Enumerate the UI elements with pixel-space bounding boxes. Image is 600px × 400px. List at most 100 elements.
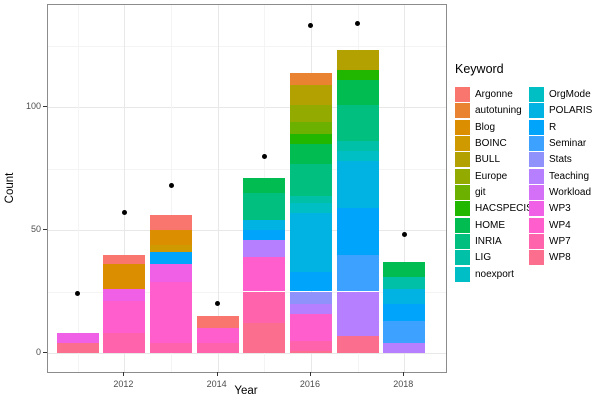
- legend-swatch: [455, 250, 470, 266]
- bar-segment-R: [150, 252, 192, 265]
- legend-item-label: HOME: [475, 219, 505, 231]
- gridline-major-vertical: [217, 5, 219, 372]
- bar-segment-OrgMode: [289, 202, 332, 213]
- legend-swatch: [529, 103, 544, 119]
- y-tick-mark: [43, 229, 47, 230]
- legend-swatch: [529, 136, 544, 152]
- bar-segment-LIG: [289, 195, 332, 203]
- x-tick-mark: [216, 372, 218, 376]
- x-tick-label: 2012: [113, 379, 134, 389]
- legend-item: WP7: [529, 234, 592, 250]
- legend-swatch: [455, 201, 470, 217]
- bar-segment-INRIA: [336, 104, 379, 142]
- legend-item: git: [455, 185, 533, 201]
- bar-segment-Argonne: [150, 215, 192, 230]
- legend-column-1: Argonne autotuning Blog BOINC BULL Europe git H…: [455, 87, 533, 283]
- bar-segment-WP3: [150, 264, 192, 282]
- bar-segment-WP4: [289, 313, 332, 341]
- y-axis-title: Count: [4, 172, 16, 204]
- legend-swatch: [455, 217, 470, 233]
- legend-swatch: [529, 234, 544, 250]
- x-tick-label: 2018: [393, 379, 414, 389]
- legend-item-label: Stats: [549, 154, 572, 166]
- legend-swatch: [455, 119, 470, 135]
- legend-item-label: BOINC: [475, 138, 507, 150]
- bar-segment-HOME: [289, 143, 332, 164]
- legend-item-label: Argonne: [475, 89, 513, 100]
- legend-item: POLARIS: [529, 103, 592, 119]
- bar-segment-R: [243, 230, 286, 240]
- legend-item: Seminar: [529, 136, 592, 152]
- legend-item: Teaching: [529, 168, 592, 184]
- legend-item: HOME: [455, 217, 533, 233]
- bar-segment-Teaching: [243, 239, 286, 258]
- gridline-major-vertical: [404, 5, 406, 372]
- legend-item-label: Blog: [475, 121, 496, 133]
- legend-item-label: noexport: [475, 268, 514, 280]
- legend-swatch: [529, 152, 544, 168]
- bar-segment-Stats: [289, 291, 332, 304]
- legend-item: Blog: [455, 119, 533, 135]
- x-tick-mark: [403, 372, 405, 376]
- bar-segment-WP7: [103, 333, 146, 353]
- data-point: [121, 210, 127, 216]
- legend-item-label: Europe: [475, 170, 508, 182]
- legend-item-label: INRIA: [475, 236, 502, 248]
- legend-item: WP3: [529, 201, 592, 217]
- legend-swatch: [455, 185, 470, 201]
- legend-item-label: Workload: [549, 187, 592, 199]
- legend-item: WP8: [529, 250, 592, 266]
- data-point: [261, 153, 267, 159]
- legend-title: Keyword: [455, 62, 504, 76]
- bar-segment-INRIA: [289, 163, 332, 196]
- legend-item-label: LIG: [475, 252, 492, 264]
- legend-item: LIG: [455, 250, 533, 266]
- data-point: [401, 232, 407, 238]
- legend-swatch: [455, 136, 470, 152]
- legend-swatch: [455, 234, 470, 250]
- bar-segment-OrgMode: [336, 151, 379, 162]
- bar-segment-WP3: [103, 289, 146, 302]
- bar-segment-WP4: [103, 301, 146, 334]
- bar-segment-POLARIS: [289, 212, 332, 272]
- legend-swatch: [529, 119, 544, 135]
- legend-item: BULL: [455, 152, 533, 168]
- legend-item-label: WP4: [549, 219, 571, 231]
- legend-item: INRIA: [455, 234, 533, 250]
- legend-swatch: [529, 87, 544, 102]
- bar-segment-BOINC: [150, 244, 192, 253]
- legend-item-label: autotuning: [475, 105, 522, 117]
- bar-segment-HACSPECIS: [336, 70, 379, 80]
- bar-segment-WP8: [243, 323, 286, 353]
- bar-segment-WP7: [289, 340, 332, 351]
- x-tick-label: 2016: [299, 379, 320, 389]
- legend-item-label: HACSPECIS: [475, 203, 533, 215]
- legend-item: HACSPECIS: [455, 201, 533, 217]
- legend-swatch: [529, 185, 544, 201]
- legend-item: Argonne: [455, 87, 533, 102]
- bar-segment-WP4: [243, 257, 286, 292]
- y-tick-mark: [43, 106, 47, 107]
- bar-segment-WP7: [150, 343, 192, 353]
- bar-segment-WP7: [243, 291, 286, 324]
- bar-segment-WP8: [289, 350, 332, 353]
- legend-item: Stats: [529, 152, 592, 168]
- legend-item-label: OrgMode: [549, 89, 591, 100]
- bar-segment-R: [383, 303, 426, 322]
- data-point: [168, 183, 174, 189]
- plot-panel: [47, 4, 447, 373]
- bar-segment-HOME: [383, 261, 426, 277]
- bar-segment-POLARIS: [336, 161, 379, 208]
- legend-item-label: WP3: [549, 203, 571, 215]
- bar-segment-Europe: [289, 104, 332, 122]
- gridline-minor-vertical: [171, 5, 172, 372]
- legend-item: BOINC: [455, 136, 533, 152]
- legend-swatch: [529, 250, 544, 266]
- bar-segment-WP8: [56, 343, 99, 353]
- legend-item: WP4: [529, 217, 592, 233]
- bar-segment-HOME: [336, 79, 379, 105]
- legend-item-label: git: [475, 187, 486, 199]
- x-tick-mark: [123, 372, 125, 376]
- bar-segment-WP4: [150, 281, 192, 344]
- bar-segment-Argonne: [103, 254, 146, 265]
